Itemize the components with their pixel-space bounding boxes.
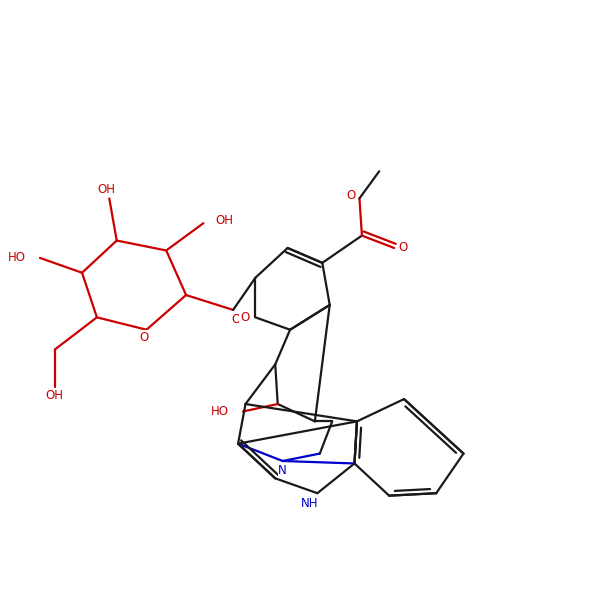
Text: N: N xyxy=(278,464,287,478)
Text: O: O xyxy=(231,313,240,326)
Text: O: O xyxy=(240,311,249,324)
Text: OH: OH xyxy=(98,183,116,196)
Text: OH: OH xyxy=(46,389,64,402)
Text: HO: HO xyxy=(8,251,26,265)
Text: NH: NH xyxy=(301,497,319,509)
Text: OH: OH xyxy=(216,214,234,227)
Text: O: O xyxy=(398,241,407,254)
Text: O: O xyxy=(139,331,149,344)
Text: O: O xyxy=(346,190,355,202)
Text: HO: HO xyxy=(211,405,229,418)
